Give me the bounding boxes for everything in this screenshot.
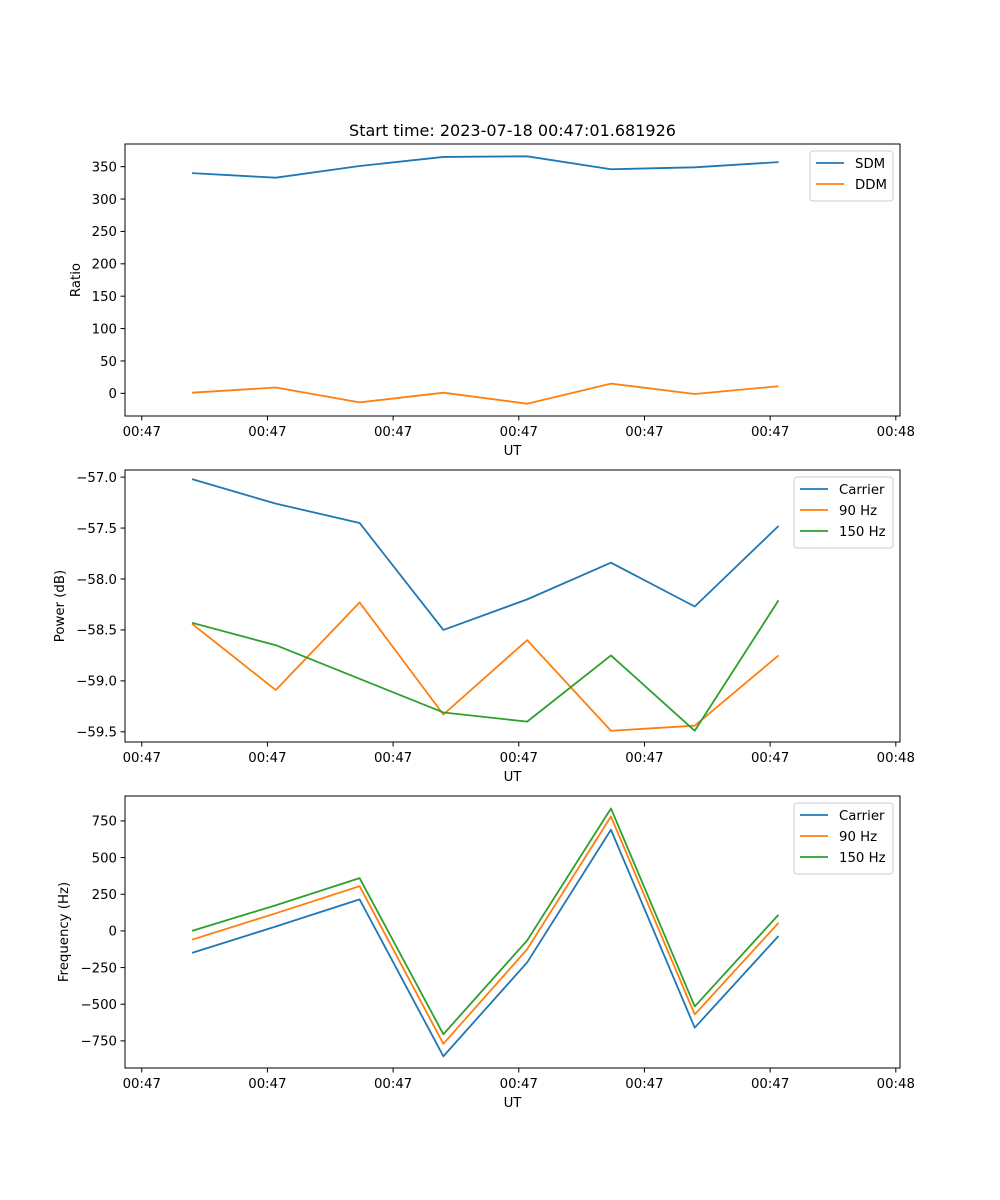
x-tick-label: 00:47 [500,425,538,440]
x-axis-label: UT [504,1096,523,1111]
legend-label: 90 Hz [839,830,877,845]
x-axis-label: UT [504,444,523,459]
x-tick-label: 00:48 [877,751,915,766]
y-tick-label: −58.5 [76,624,117,639]
power-panel: 00:47 00:47 00:47 00:47 00:47 00:47 00:48 −59.5… [53,469,915,785]
legend-label: 90 Hz [839,504,877,519]
y-tick-label: 250 [92,888,117,903]
y-tick-label: −57.5 [76,522,117,537]
x-tick-label: 00:48 [877,425,915,440]
y-tick-label: −59.0 [76,675,117,690]
x-tick-label: 00:47 [751,1077,789,1092]
y-axis-label: Power (dB) [53,570,68,642]
y-tick-label: 250 [92,225,117,240]
y-axis-label: Frequency (Hz) [57,882,72,982]
y-axis-label: Ratio [69,263,84,297]
y-tick-label: 350 [92,160,117,175]
legend: SDM DDM [809,150,894,202]
x-tick-label: 00:47 [248,1077,286,1092]
x-tick-label: 00:47 [625,751,663,766]
legend-label: 150 Hz [839,525,886,540]
series-line-carrier [191,828,780,1058]
y-tick-label: 500 [92,851,117,866]
series-line-ddm [191,382,779,405]
x-axis-label: UT [504,770,523,785]
y-tick-label: 0 [109,387,117,402]
x-tick-label: 00:47 [123,751,161,766]
legend-label: 150 Hz [839,851,886,866]
y-tick-label: 0 [109,925,117,940]
y-tick-label: −500 [80,998,117,1013]
x-tick-label: 00:47 [248,425,286,440]
series-line-150-hz [191,599,780,732]
axes-frame [124,795,901,1069]
x-tick-label: 00:47 [374,751,412,766]
y-tick-label: 200 [92,258,117,273]
x-tick-label: 00:47 [374,425,412,440]
x-tick-label: 00:47 [500,1077,538,1092]
x-tick-label: 00:48 [877,1077,915,1092]
x-tick-label: 00:47 [751,751,789,766]
y-tick-label: −58.0 [76,573,117,588]
y-tick-label: −57.0 [76,471,117,486]
x-tick-label: 00:47 [123,425,161,440]
series-line-sdm [191,155,779,179]
frequency-panel: 00:47 00:47 00:47 00:47 00:47 00:47 00:48 −750 −… [57,795,915,1111]
series-line-90-hz [191,815,780,1045]
y-tick-label: 100 [92,322,117,337]
figure-title: Start time: 2023-07-18 00:47:01.681926 [349,121,676,140]
legend-label: Carrier [839,483,885,498]
series-line-150-hz [191,807,780,1036]
x-tick-label: 00:47 [625,425,663,440]
x-tick-label: 00:47 [751,425,789,440]
y-tick-label: 750 [92,815,117,830]
x-tick-label: 00:47 [625,1077,663,1092]
x-tick-label: 00:47 [374,1077,412,1092]
y-tick-label: 150 [92,290,117,305]
x-tick-label: 00:47 [123,1077,161,1092]
y-tick-label: 300 [92,193,117,208]
legend-label: DDM [855,178,887,193]
y-tick-label: −750 [80,1035,117,1050]
x-tick-label: 00:47 [248,751,286,766]
axes-frame [124,143,901,417]
y-tick-label: 50 [100,355,117,370]
x-tick-label: 00:47 [500,751,538,766]
y-tick-label: −250 [80,961,117,976]
y-tick-label: −59.5 [76,726,117,741]
axes-frame [124,469,901,743]
legend: Carrier 90 Hz 150 Hz [793,802,894,875]
series-line-carrier [191,478,780,631]
series-line-90-hz [191,601,780,732]
ratio-panel: 00:47 00:47 00:47 00:47 00:47 00:47 00:48 0 50 10… [69,143,915,459]
legend-label: Carrier [839,809,885,824]
legend-label: SDM [855,157,885,172]
legend: Carrier 90 Hz 150 Hz [793,476,894,549]
